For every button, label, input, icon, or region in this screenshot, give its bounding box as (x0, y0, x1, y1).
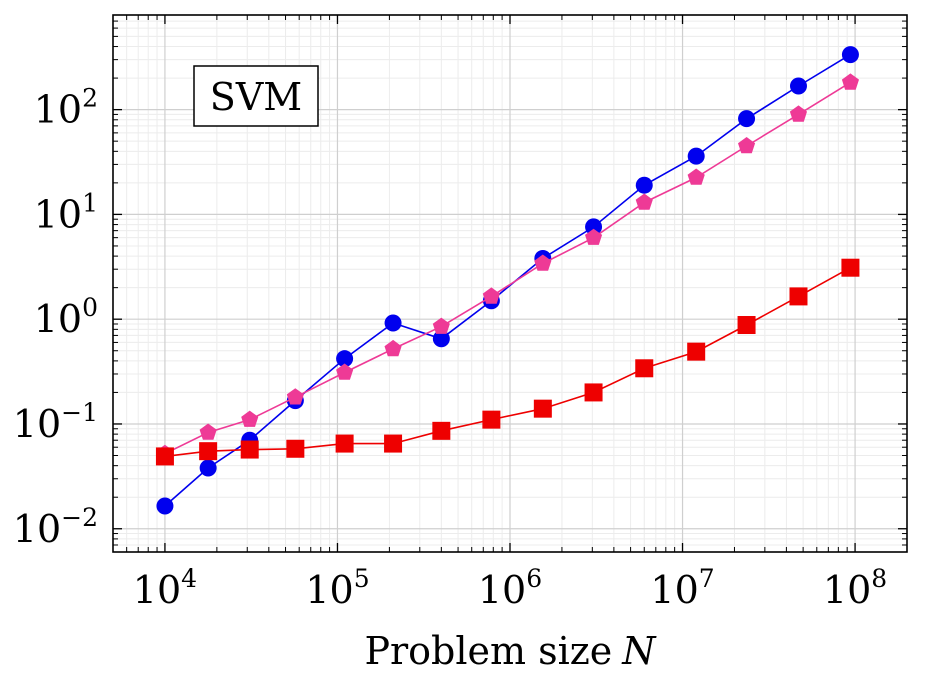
red-squares-point (286, 439, 305, 458)
red-squares-point (789, 287, 808, 306)
y-tick-exponent: 2 (82, 84, 98, 113)
x-tick-label: 106 (478, 564, 542, 612)
x-axis-label-text: Problem size (364, 629, 612, 673)
blue-circles-point (738, 110, 756, 128)
red-squares-point (687, 342, 706, 361)
pink-pentagons-point (738, 137, 756, 154)
x-tick-exponent: 4 (181, 564, 197, 593)
y-tick-exponent: 0 (82, 293, 98, 322)
blue-circles-point (199, 459, 217, 477)
red-squares-point (841, 258, 860, 277)
y-tick-label: 10−2 (13, 503, 98, 551)
x-axis-label: Problem size N (364, 629, 657, 673)
pink-pentagons-point (635, 193, 653, 210)
blue-circles-point (432, 330, 450, 348)
x-tick-label: 105 (305, 564, 369, 612)
pink-pentagons-point (534, 254, 552, 271)
series-layer (155, 46, 860, 515)
pink-pentagons-point (789, 105, 807, 122)
x-tick-base: 10 (478, 568, 526, 612)
pink-pentagons-point (241, 410, 259, 427)
red-squares-line (164, 266, 851, 458)
pink-pentagons-point (841, 73, 859, 90)
x-tick-label: 108 (823, 564, 887, 612)
x-tick-label: 107 (650, 564, 714, 612)
y-tick-exponent: −2 (61, 503, 98, 532)
annotation-label: SVM (210, 75, 302, 119)
y-tick-base: 10 (13, 507, 61, 551)
red-squares-point (432, 421, 451, 440)
y-tick-exponent: 1 (82, 188, 98, 217)
red-squares-point (240, 440, 259, 459)
pink-pentagons-point (432, 317, 450, 334)
x-tick-exponent: 6 (526, 564, 542, 593)
pink-pentagons-point (482, 287, 500, 304)
pink-pentagons-point (336, 363, 354, 380)
x-tick-base: 10 (650, 568, 698, 612)
x-axis-label-variable: N (621, 629, 657, 673)
pink-pentagons-point (286, 388, 304, 405)
blue-circles-point (384, 314, 402, 332)
y-tick-base: 10 (34, 88, 82, 132)
red-squares-point (482, 410, 501, 429)
red-squares-point (737, 316, 756, 335)
blue-circles-point (789, 77, 807, 95)
red-squares-point (335, 434, 354, 453)
pink-pentagons-point (384, 339, 402, 357)
pink-pentagons-point (687, 168, 705, 185)
red-squares-point (199, 442, 218, 461)
y-tick-label: 100 (34, 293, 98, 341)
x-tick-label: 104 (133, 564, 197, 612)
blue-circles-point (841, 46, 859, 64)
x-tick-base: 10 (133, 568, 181, 612)
x-tick-base: 10 (823, 568, 871, 612)
red-squares-point (155, 447, 174, 466)
pink-pentagons-point (585, 228, 603, 245)
blue-circles-point (585, 218, 603, 236)
y-tick-base: 10 (34, 297, 82, 341)
x-tick-exponent: 8 (871, 564, 887, 593)
y-tick-base: 10 (34, 192, 82, 236)
x-tick-exponent: 7 (699, 564, 715, 593)
annotation-layer: SVM (193, 65, 319, 127)
pink-pentagons-point (199, 423, 217, 440)
y-tick-exponent: −1 (61, 398, 98, 427)
red-squares-point (533, 399, 552, 418)
y-tick-base: 10 (13, 402, 61, 446)
y-tick-label: 102 (34, 84, 98, 132)
blue-circles-point (635, 176, 653, 194)
y-tick-label: 10−1 (13, 398, 98, 446)
annotation-box (193, 65, 319, 127)
red-squares-point (384, 434, 403, 453)
x-tick-base: 10 (305, 568, 353, 612)
y-tick-label: 101 (34, 188, 98, 236)
blue-circles-point (687, 147, 705, 165)
blue-circles-point (336, 350, 354, 368)
red-squares-point (584, 383, 603, 402)
blue-circles-point (156, 497, 174, 515)
red-squares-point (635, 359, 654, 378)
x-tick-exponent: 5 (354, 564, 370, 593)
plot-frame (112, 14, 908, 553)
